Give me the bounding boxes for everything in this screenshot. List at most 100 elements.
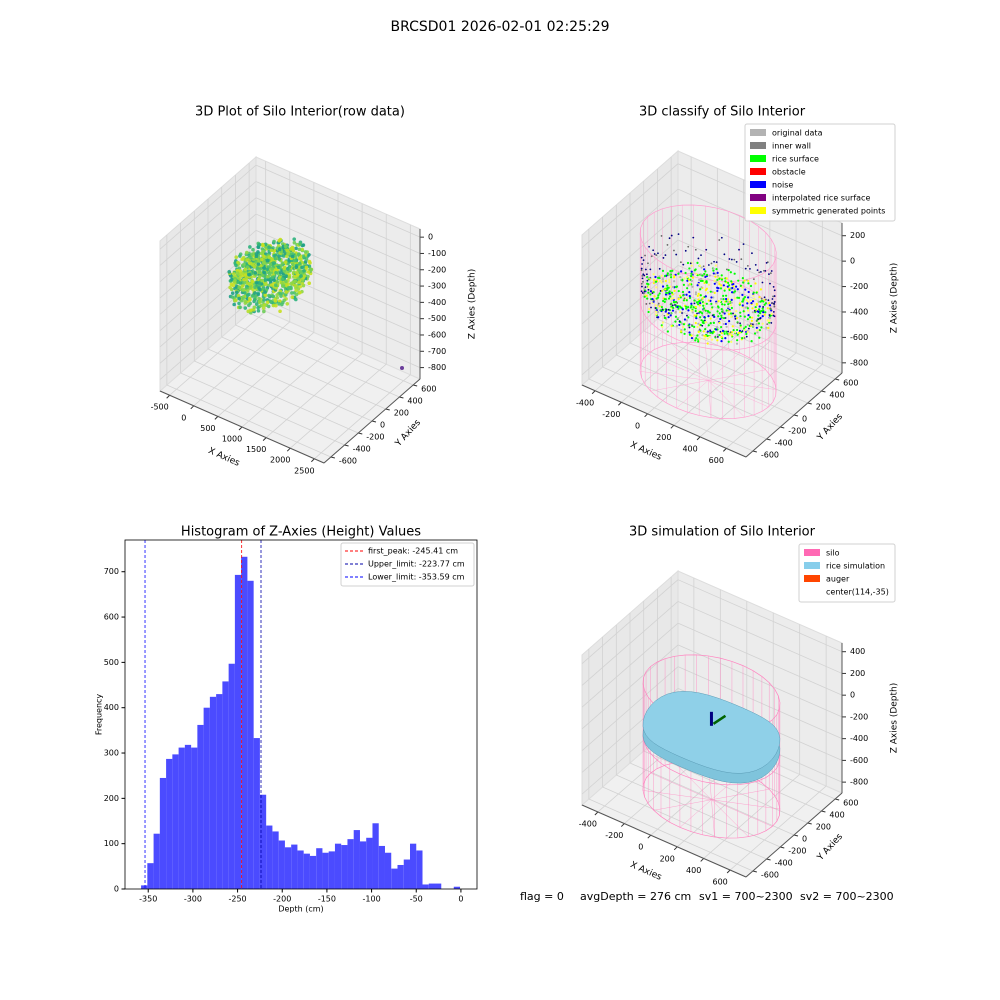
point-cloud [717, 281, 721, 284]
point-cloud [724, 287, 727, 290]
point-cloud [746, 264, 749, 267]
point-cloud [703, 337, 706, 340]
point-cloud [745, 332, 748, 336]
point-cloud [290, 291, 294, 295]
point-cloud [695, 272, 698, 276]
point-cloud [714, 335, 717, 338]
axis-line [581, 384, 747, 458]
point-cloud [670, 305, 673, 308]
point-cloud [247, 272, 252, 277]
point-cloud [720, 236, 723, 239]
x-tick-label: -200 [605, 831, 623, 840]
y-tick-label: 200 [104, 794, 119, 803]
bar [428, 883, 436, 889]
point-cloud [671, 285, 675, 289]
point-cloud [256, 262, 261, 266]
grid-line [159, 295, 257, 380]
point-cloud [773, 315, 776, 318]
tick-mark [618, 401, 622, 406]
point-cloud [275, 279, 280, 284]
point-cloud [728, 310, 732, 313]
silo-wire [705, 343, 709, 381]
point-cloud [755, 326, 758, 329]
point-cloud [657, 252, 659, 255]
bar [191, 747, 198, 889]
point-cloud [672, 297, 675, 300]
x-axis-label: Depth (cm) [278, 905, 323, 914]
point-cloud [300, 247, 305, 252]
tick-mark [310, 458, 315, 463]
legend-swatch [750, 142, 766, 149]
point-cloud [677, 316, 680, 320]
point-cloud [262, 270, 267, 275]
x-tick-label: 200 [660, 854, 675, 863]
point-cloud [746, 302, 749, 305]
point-cloud [687, 278, 691, 281]
y-tick-label: 0 [802, 415, 807, 424]
point-cloud [693, 299, 696, 302]
point-cloud [745, 278, 748, 282]
point-cloud [720, 314, 723, 317]
chart-title: 3D classify of Silo Interior [639, 105, 806, 120]
point-cloud [307, 252, 311, 257]
point-cloud [301, 243, 306, 247]
z-tick-label: 0 [428, 233, 433, 242]
point-cloud [645, 303, 648, 305]
x-tick-label: 500 [200, 424, 215, 433]
point-cloud [292, 270, 296, 274]
point-cloud [295, 271, 299, 275]
point-cloud [686, 287, 689, 290]
point-cloud [307, 281, 312, 286]
point-cloud [766, 307, 769, 310]
legend-label: center(114,-35) [826, 588, 889, 597]
bar [222, 681, 229, 889]
tick-mark [780, 426, 785, 429]
point-cloud [685, 299, 688, 302]
tick-mark [807, 822, 812, 825]
point-cloud [269, 270, 274, 275]
point-cloud [747, 282, 750, 285]
point-cloud [291, 280, 296, 284]
legend-swatch [750, 129, 766, 136]
point-cloud [668, 273, 671, 276]
point-cloud [246, 309, 251, 314]
point-cloud [683, 328, 686, 331]
point-cloud [683, 277, 686, 280]
point-cloud [722, 322, 725, 326]
point-cloud [744, 325, 747, 328]
y-tick-label: 600 [104, 613, 119, 622]
point-cloud [284, 290, 289, 294]
point-cloud [696, 312, 698, 315]
y-tick-label: -600 [339, 457, 357, 466]
point-cloud [251, 257, 256, 262]
point-cloud [757, 300, 760, 303]
z-axis-label: Z Axies (Depth) [890, 683, 900, 754]
point-cloud [742, 281, 745, 284]
point-cloud [233, 278, 237, 283]
point-cloud [265, 258, 270, 263]
point-cloud [684, 249, 687, 252]
point-cloud [648, 307, 651, 311]
point-cloud [652, 249, 655, 252]
point-cloud [275, 296, 279, 300]
point-cloud [296, 252, 301, 256]
rice-surface [642, 691, 781, 774]
point-cloud [730, 340, 733, 343]
point-cloud [262, 266, 267, 270]
point-cloud [227, 270, 232, 274]
x-tick-label: 600 [709, 456, 724, 465]
point-cloud [285, 248, 290, 253]
point-cloud [714, 275, 717, 278]
point-cloud [747, 290, 750, 294]
grid-line [180, 372, 345, 446]
point-cloud [695, 317, 698, 320]
point-cloud [645, 273, 648, 276]
point-cloud [701, 279, 704, 282]
point-cloud [261, 254, 266, 259]
point-cloud [291, 248, 296, 253]
legend-label: obstacle [772, 168, 806, 177]
point-cloud [672, 306, 675, 310]
point-cloud [726, 298, 730, 301]
y-tick-label: -200 [788, 847, 806, 856]
point-cloud [682, 299, 685, 302]
